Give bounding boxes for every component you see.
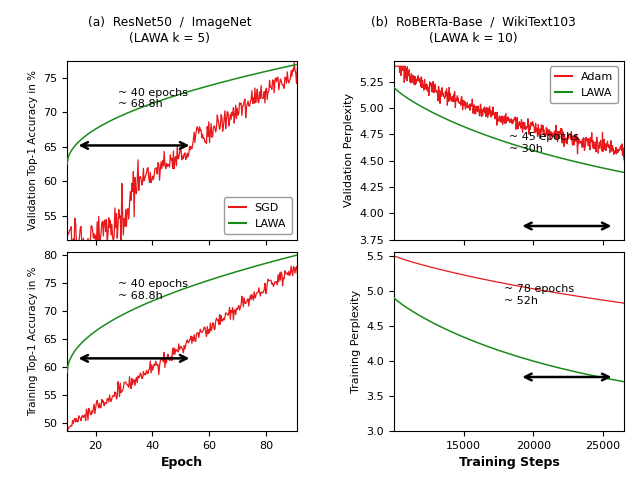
Text: ~ 40 epochs
~ 68.8h: ~ 40 epochs ~ 68.8h (118, 279, 188, 300)
Y-axis label: Validation Top-1 Accuracy in %: Validation Top-1 Accuracy in % (28, 70, 38, 230)
Text: ~ 40 epochs
~ 68.8h: ~ 40 epochs ~ 68.8h (118, 88, 188, 109)
Y-axis label: Training Top-1 Accuracy in %: Training Top-1 Accuracy in % (28, 267, 38, 416)
Legend: Adam, LAWA: Adam, LAWA (550, 66, 618, 103)
Text: ~ 78 epochs
~ 52h: ~ 78 epochs ~ 52h (504, 284, 575, 306)
Text: (b)  RoBERTa-Base  /  WikiText103
(LAWA k = 10): (b) RoBERTa-Base / WikiText103 (LAWA k =… (371, 16, 576, 45)
X-axis label: Epoch: Epoch (161, 456, 204, 469)
Text: ~ 45 epochs
~ 30h: ~ 45 epochs ~ 30h (509, 132, 579, 154)
Y-axis label: Validation Perplexity: Validation Perplexity (344, 93, 354, 207)
Legend: SGD, LAWA: SGD, LAWA (223, 197, 292, 234)
X-axis label: Training Steps: Training Steps (459, 456, 559, 469)
Text: (a)  ResNet50  /  ImageNet
(LAWA k = 5): (a) ResNet50 / ImageNet (LAWA k = 5) (88, 16, 252, 45)
Y-axis label: Training Perplexity: Training Perplexity (351, 290, 361, 393)
